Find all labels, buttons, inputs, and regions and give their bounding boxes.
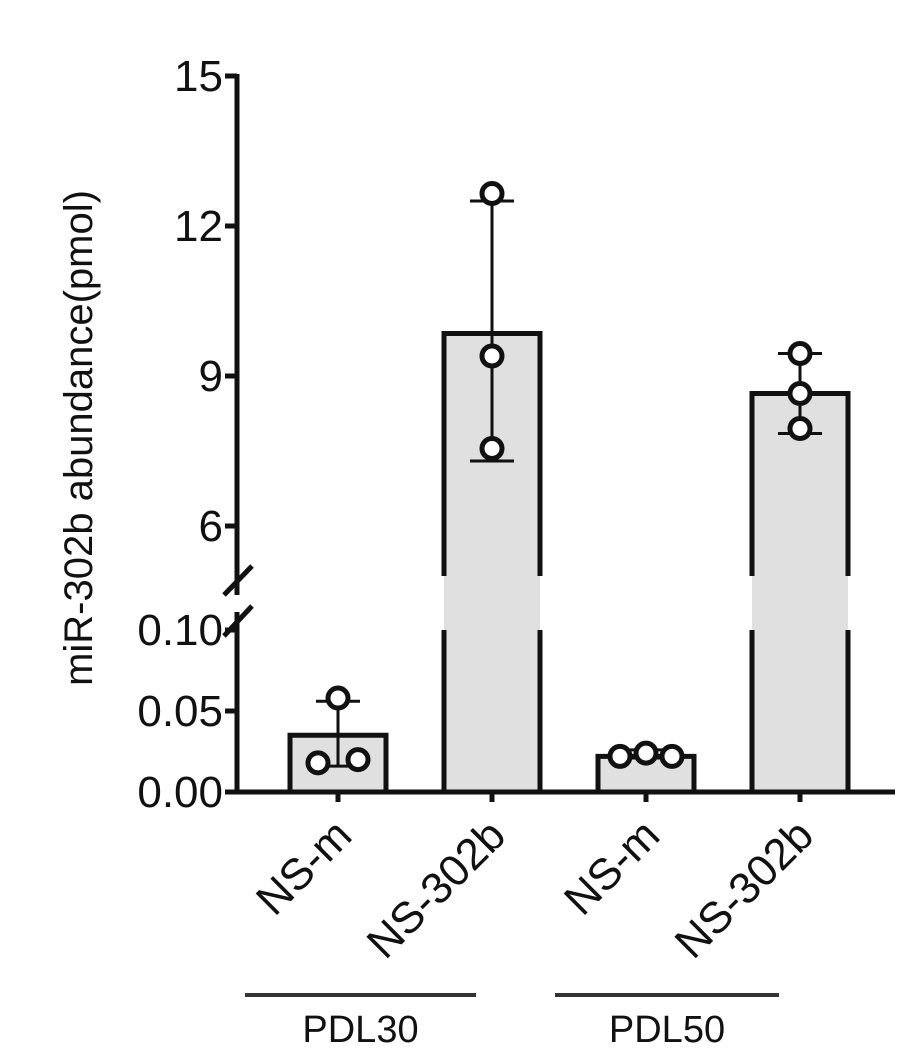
data-point	[325, 685, 351, 711]
y-axis-label: miR-302b abundance(pmol)	[57, 190, 101, 686]
data-point	[607, 743, 633, 769]
bar-fill	[752, 393, 848, 792]
error-bars	[316, 199, 822, 768]
y-tick-label: 0.10	[137, 606, 223, 655]
data-point	[479, 343, 505, 369]
y-tick-label: 15	[174, 52, 223, 101]
data-point	[479, 436, 505, 461]
bars-layer	[287, 331, 851, 792]
y-tick-label: 6	[199, 502, 223, 551]
data-point	[305, 750, 331, 776]
data-points	[305, 181, 813, 776]
group-label: PDL30	[302, 1009, 418, 1051]
bar	[749, 391, 851, 792]
group-labels: PDL30 PDL50	[245, 993, 779, 1051]
data-point	[479, 181, 505, 206]
y-tick-label: 0.05	[137, 687, 223, 736]
data-point	[787, 381, 813, 406]
y-tick-label: 9	[199, 352, 223, 401]
data-point	[787, 341, 813, 366]
data-point	[633, 740, 659, 766]
x-tick-label: NS-m	[247, 810, 361, 924]
x-tick-label: NS-302b	[358, 810, 515, 967]
data-point	[787, 416, 813, 441]
y-tick-label: 12	[174, 202, 223, 251]
data-point	[345, 747, 371, 773]
axis-break-mark	[222, 564, 254, 597]
data-point	[659, 743, 685, 769]
group-label: PDL50	[609, 1009, 725, 1051]
x-tick-label: NS-m	[555, 810, 669, 924]
y-axis: 0.00 0.05 0.10 6 9 12 15	[137, 52, 895, 817]
x-axis: NS-mNS-302b NS-mNS-302b	[247, 810, 823, 967]
y-tick-label: 0.00	[137, 768, 223, 817]
x-tick-label: NS-302b	[666, 810, 823, 967]
